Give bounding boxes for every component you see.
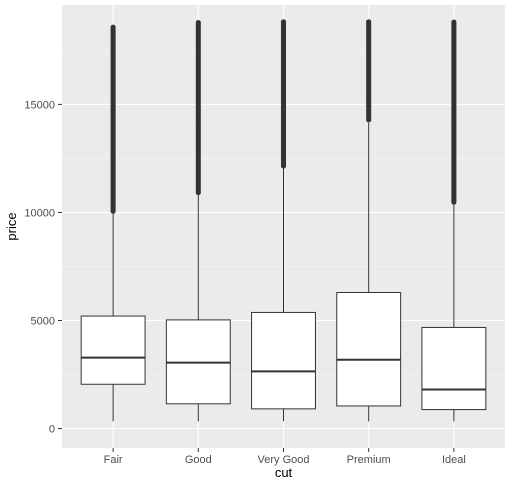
outlier-point — [366, 117, 372, 123]
outliers — [195, 19, 201, 196]
outlier-point — [195, 189, 201, 196]
x-tick-label: Ideal — [442, 454, 466, 466]
y-axis: 0 5000 10000 15000 — [24, 99, 62, 436]
outliers — [110, 24, 116, 214]
box-very-good — [251, 19, 316, 422]
x-tick-label: Good — [185, 454, 212, 466]
y-tick-label: 15000 — [24, 99, 55, 111]
box-fair — [80, 24, 146, 422]
x-tick-label: Very Good — [258, 454, 310, 466]
iqr-box — [80, 315, 146, 385]
box-ideal — [421, 19, 487, 422]
outliers — [366, 19, 372, 123]
y-tick-label: 5000 — [31, 316, 55, 328]
x-tick-label: Fair — [104, 454, 123, 466]
outliers — [451, 19, 457, 205]
y-axis-title: price — [4, 212, 19, 240]
x-axis-title: cut — [275, 465, 293, 480]
x-tick-label: Premium — [347, 454, 391, 466]
iqr-box — [421, 326, 487, 411]
box-good — [165, 19, 231, 422]
y-tick-label: 10000 — [24, 207, 55, 219]
iqr-box — [336, 291, 402, 407]
boxplot-series — [80, 19, 487, 422]
iqr-box — [251, 311, 316, 410]
outlier-point — [451, 199, 457, 205]
x-axis: Fair Good Very Good Premium Ideal — [104, 448, 466, 466]
box-premium — [336, 19, 402, 422]
outlier-point — [110, 208, 116, 214]
outlier-point — [280, 163, 287, 169]
outliers — [280, 19, 287, 169]
y-tick-label: 0 — [49, 424, 55, 436]
